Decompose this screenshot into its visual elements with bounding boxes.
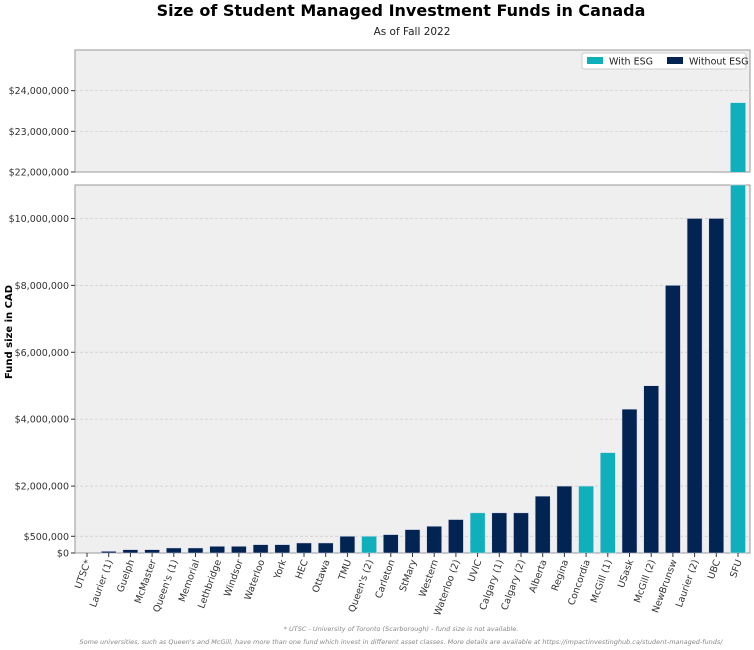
footnote-multiple-funds: Some universities, such as Queen's and M… bbox=[80, 638, 724, 646]
x-tick-label: Windsor bbox=[222, 558, 246, 598]
upper-plot-area bbox=[74, 49, 751, 173]
bar-ottawa bbox=[317, 542, 334, 554]
bar-waterloo bbox=[252, 544, 269, 554]
lower-tick-label: $10,000,000 bbox=[9, 214, 69, 225]
bar-memorial bbox=[187, 547, 204, 554]
bar-york bbox=[274, 544, 291, 554]
bar-upper-sfu bbox=[730, 102, 746, 172]
bar-queen-s-1- bbox=[166, 547, 182, 554]
x-tick-label: Ottawa bbox=[310, 558, 332, 594]
bar-hec bbox=[296, 542, 312, 554]
x-tick-label: York bbox=[272, 558, 290, 582]
bar-stmary bbox=[404, 529, 421, 554]
bar-western bbox=[426, 525, 442, 554]
lower-tick-label: $6,000,000 bbox=[15, 348, 69, 359]
upper-tick-label: $22,000,000 bbox=[9, 168, 69, 179]
lower-tick-label: $2,000,000 bbox=[15, 482, 69, 493]
legend: With ESG Without ESG bbox=[581, 52, 749, 70]
bar-laurier-2- bbox=[686, 218, 703, 554]
legend-label: With ESG bbox=[609, 57, 653, 68]
bar-sfu bbox=[730, 184, 746, 554]
lower-tick-label: $0 bbox=[57, 549, 69, 560]
x-tick-label: McGill (1) bbox=[589, 558, 615, 604]
bar-waterloo-2- bbox=[448, 519, 464, 554]
bar-regina bbox=[556, 485, 573, 554]
legend-box bbox=[581, 52, 747, 70]
bar-usask bbox=[621, 408, 638, 554]
bar-mcgill-2- bbox=[643, 385, 659, 554]
x-tick-label: Memorial bbox=[177, 558, 202, 603]
footnote-utsc: * UTSC - University of Toronto (Scarboro… bbox=[284, 625, 519, 633]
upper-tick-label: $23,000,000 bbox=[9, 127, 69, 138]
bar-concordia bbox=[578, 485, 594, 554]
upper-tick-label: $24,000,000 bbox=[9, 86, 69, 97]
lower-tick-label: $4,000,000 bbox=[15, 415, 69, 426]
bar-mcmaster bbox=[144, 549, 160, 554]
x-tick-label: USask bbox=[616, 558, 637, 590]
chart-title: Size of Student Managed Investment Funds… bbox=[157, 1, 646, 20]
bar-calgary-1- bbox=[491, 512, 508, 554]
legend-label: Without ESG bbox=[689, 57, 749, 68]
x-tick-label: StMary bbox=[398, 558, 420, 593]
bar-lethbridge bbox=[209, 546, 225, 554]
bar-queen-s-2- bbox=[361, 536, 377, 554]
bar-ubc bbox=[708, 218, 725, 554]
legend-swatch bbox=[587, 57, 603, 64]
x-tick-label: Regina bbox=[550, 558, 571, 592]
bar-laurier-1- bbox=[100, 551, 117, 554]
bar-calgary-2- bbox=[513, 512, 529, 554]
bar-guelph bbox=[122, 549, 139, 554]
bar-alberta bbox=[534, 495, 551, 554]
bar-newbrunsw bbox=[665, 285, 681, 554]
x-tick-label: Alberta bbox=[527, 558, 549, 594]
x-tick-label: Waterloo bbox=[243, 558, 268, 602]
x-tick-label: Western bbox=[417, 558, 441, 598]
x-tick-label: TMU bbox=[336, 558, 354, 582]
bar-carleton bbox=[383, 534, 399, 554]
chart-subtitle: As of Fall 2022 bbox=[374, 26, 451, 38]
lower-tick-label: $8,000,000 bbox=[15, 281, 69, 292]
lower-plot-area bbox=[74, 184, 751, 554]
bar-tmu bbox=[339, 536, 356, 554]
y-axis-label: Fund size in CAD bbox=[4, 285, 15, 379]
x-tick-label: SFU bbox=[728, 558, 745, 579]
x-tick-label: Carleton bbox=[373, 558, 397, 600]
x-tick-label: UBC bbox=[706, 558, 723, 581]
x-tick-label: HEC bbox=[294, 558, 311, 581]
bar-mcgill-1- bbox=[600, 452, 616, 554]
bar-uvic bbox=[469, 512, 486, 554]
legend-swatch bbox=[667, 57, 683, 64]
x-tick-label: UTSC* bbox=[73, 558, 94, 590]
x-tick-label: UVIC bbox=[466, 558, 484, 584]
lower-tick-label: $500,000 bbox=[24, 532, 69, 543]
bar-windsor bbox=[231, 546, 247, 554]
x-tick-label: Guelph bbox=[115, 558, 137, 594]
